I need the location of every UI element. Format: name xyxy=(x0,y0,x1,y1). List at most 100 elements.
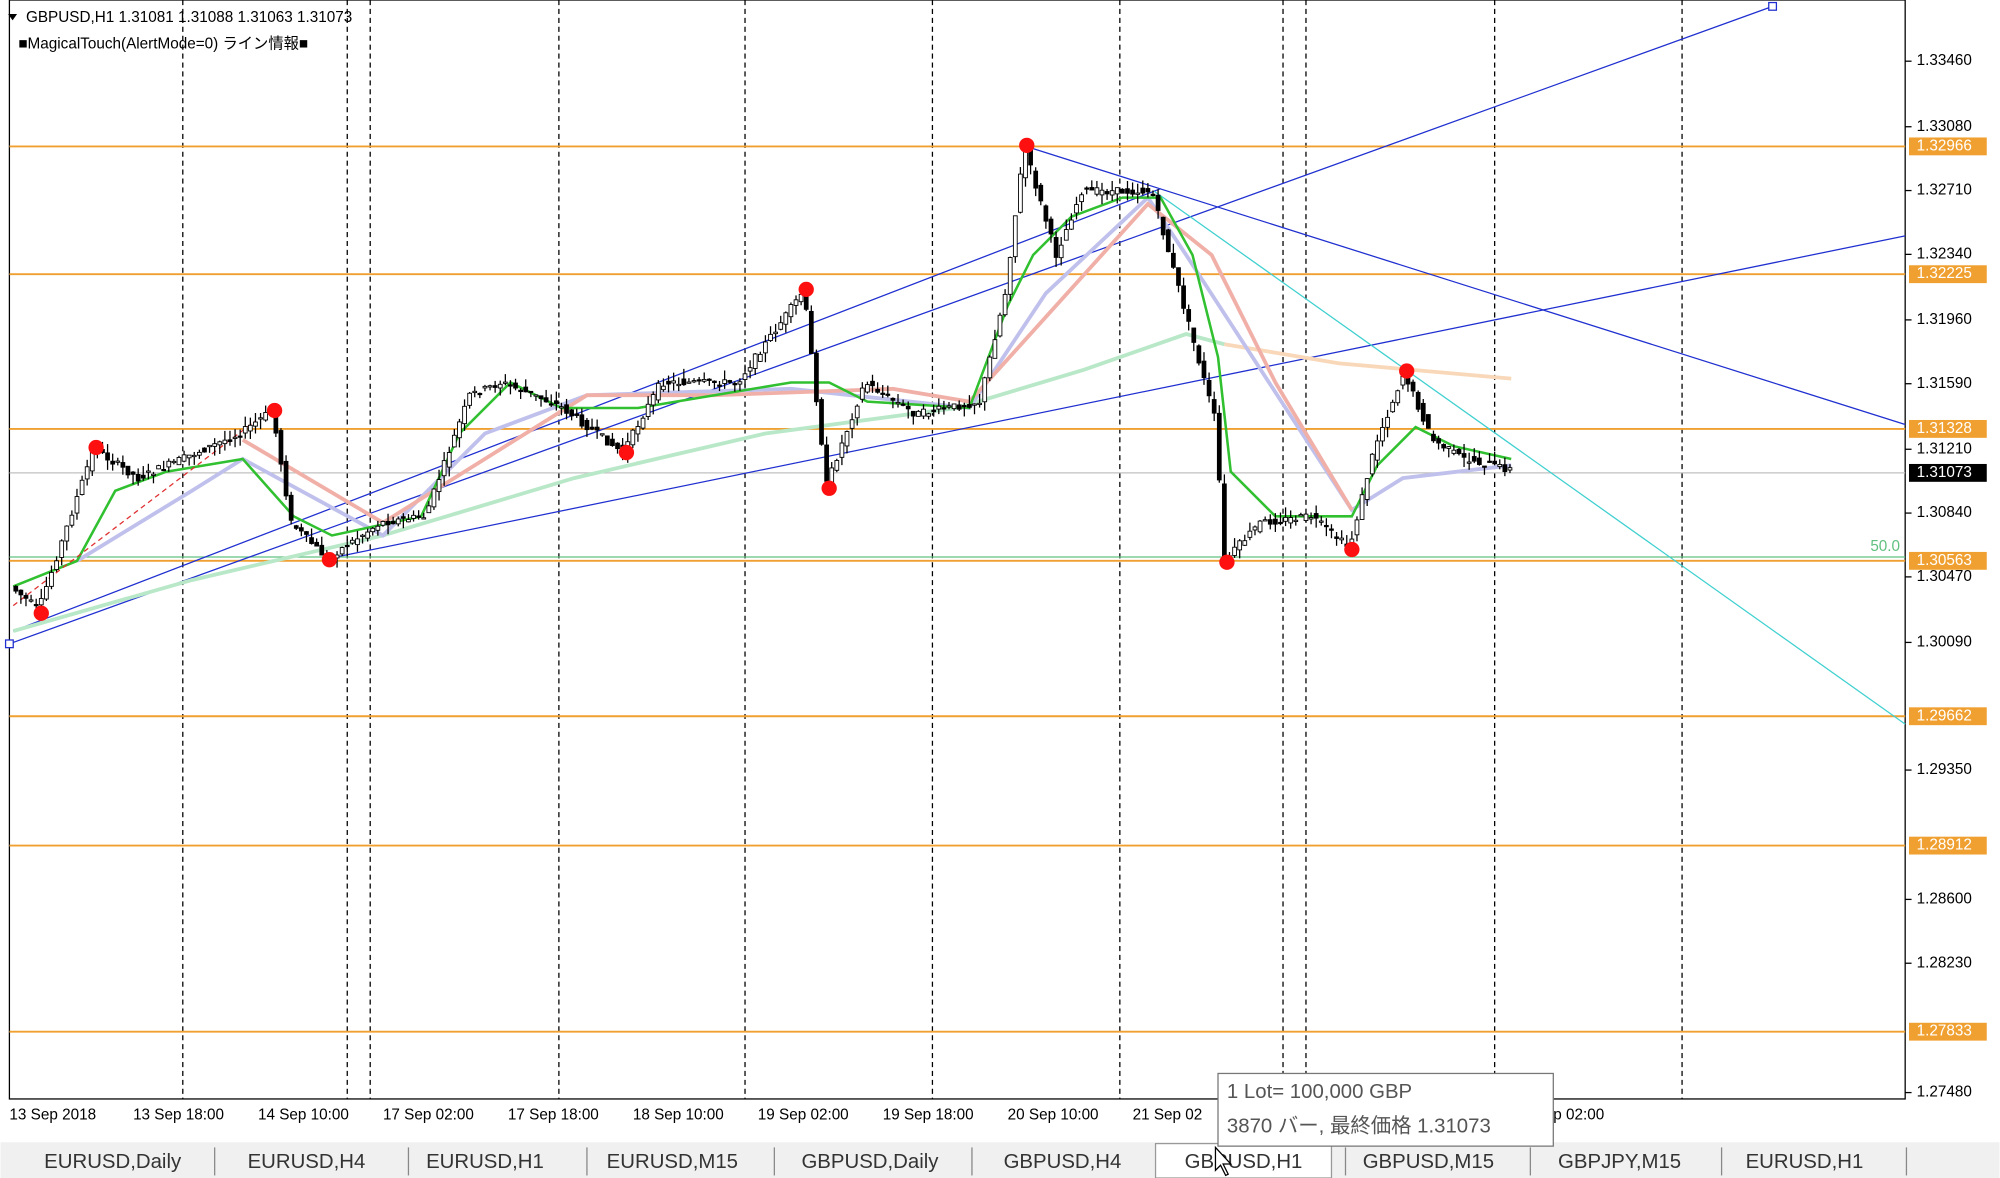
candle-body xyxy=(1318,520,1324,523)
candle-body xyxy=(819,399,824,445)
candle-body xyxy=(1466,461,1472,464)
tab[interactable]: EURUSD,M15 xyxy=(607,1151,738,1173)
tab[interactable]: GBPJPY,M15 xyxy=(1558,1151,1681,1173)
candle-body xyxy=(793,299,799,306)
candle-body xyxy=(237,435,243,438)
candle-body xyxy=(151,473,156,476)
candle-body xyxy=(1273,518,1278,525)
price-label: 1.32340 xyxy=(1917,245,1972,262)
candle-body xyxy=(1390,401,1396,413)
candle-body xyxy=(360,534,365,537)
candle-body xyxy=(875,388,880,393)
candle-body xyxy=(543,397,549,403)
candle-body xyxy=(946,405,952,408)
collapse-icon[interactable] xyxy=(8,14,18,21)
candle-body xyxy=(1206,379,1212,397)
candle-body xyxy=(207,444,212,448)
level-label: 1.28912 xyxy=(1917,837,1972,854)
candle-body xyxy=(1084,187,1090,190)
candle-body xyxy=(676,383,682,387)
current-price: 1.31073 xyxy=(1917,464,1972,481)
candle-body xyxy=(263,412,269,421)
time-label: 13 Sep 18:00 xyxy=(133,1107,224,1124)
price-label: 1.28600 xyxy=(1917,890,1972,907)
tab[interactable]: EURUSD,H4 xyxy=(248,1151,366,1173)
swing-dot xyxy=(1219,554,1235,570)
candle-body xyxy=(1125,188,1130,194)
price-label: 1.30470 xyxy=(1917,568,1972,585)
candle-body xyxy=(13,585,19,592)
time-label: 14 Sep 10:00 xyxy=(258,1107,349,1124)
line-handle[interactable] xyxy=(4,639,14,649)
candle-body xyxy=(28,599,34,602)
candle-body xyxy=(222,439,228,445)
tab[interactable]: GBPUSD,M15 xyxy=(1363,1151,1494,1173)
candle-body xyxy=(1492,460,1498,465)
tab[interactable]: EURUSD,H1 xyxy=(426,1151,544,1173)
candle-body xyxy=(395,518,401,525)
candle-body xyxy=(1058,244,1064,259)
candle-body xyxy=(176,457,182,466)
candle-body xyxy=(722,379,727,384)
candle-body xyxy=(1074,204,1079,214)
candle-body xyxy=(757,353,763,362)
candle-body xyxy=(870,380,875,387)
tab[interactable]: GBPUSD,H4 xyxy=(1004,1151,1122,1173)
candle-body xyxy=(518,389,523,393)
candle-body xyxy=(64,525,70,542)
candle-body xyxy=(125,465,131,476)
candle-body xyxy=(701,378,707,382)
candle-body xyxy=(451,434,457,448)
candle-body xyxy=(441,460,447,477)
candle-body xyxy=(462,405,467,425)
candle-body xyxy=(370,527,376,533)
price-label: 1.28230 xyxy=(1917,954,1972,971)
candle-body xyxy=(1053,237,1059,258)
candle-body xyxy=(1232,546,1237,556)
level-box xyxy=(1908,1022,1987,1041)
candle-body xyxy=(197,451,202,456)
candle-body xyxy=(299,527,304,532)
candle-body xyxy=(1257,520,1263,533)
candle-body xyxy=(717,384,722,387)
candle-body xyxy=(191,454,197,458)
candle-body xyxy=(1114,187,1120,195)
candle-body xyxy=(1186,309,1192,322)
swing-points xyxy=(33,137,1415,621)
candle-body xyxy=(1369,453,1375,475)
tab[interactable]: GBPUSD,Daily xyxy=(801,1151,939,1173)
candle-body xyxy=(1339,537,1345,541)
level-label: 1.29662 xyxy=(1917,707,1972,724)
candle-body xyxy=(747,367,753,372)
tab[interactable]: EURUSD,H1 xyxy=(1746,1151,1864,1173)
candle-body xyxy=(54,560,59,570)
candle-body xyxy=(472,390,478,394)
candle-body xyxy=(574,413,580,416)
candle-body xyxy=(1497,463,1503,468)
candle-body xyxy=(1502,464,1508,473)
candle-body xyxy=(1155,194,1161,211)
candle-body xyxy=(1308,517,1314,520)
candle-body xyxy=(319,544,325,556)
trend-line xyxy=(13,188,1161,632)
candle-body xyxy=(599,433,605,436)
time-label: p 02:00 xyxy=(1553,1107,1604,1124)
candle-body xyxy=(814,352,819,403)
line-handle[interactable] xyxy=(1768,1,1778,11)
candle-body xyxy=(212,443,218,447)
tab[interactable]: GBPUSD,H1 xyxy=(1185,1151,1303,1173)
candle-body xyxy=(140,474,146,479)
candle-body xyxy=(579,414,585,427)
candle-body xyxy=(921,408,926,417)
candle-body xyxy=(1334,536,1339,539)
candle-body xyxy=(477,392,483,396)
candle-body xyxy=(553,400,559,404)
level-box xyxy=(1908,551,1987,570)
candle-body xyxy=(1237,540,1243,551)
candle-body xyxy=(742,373,748,380)
level-box xyxy=(1908,836,1987,855)
candle-body xyxy=(1145,188,1151,193)
tab[interactable]: EURUSD,Daily xyxy=(44,1151,182,1173)
candle-body xyxy=(110,460,116,465)
candle-body xyxy=(278,430,284,465)
